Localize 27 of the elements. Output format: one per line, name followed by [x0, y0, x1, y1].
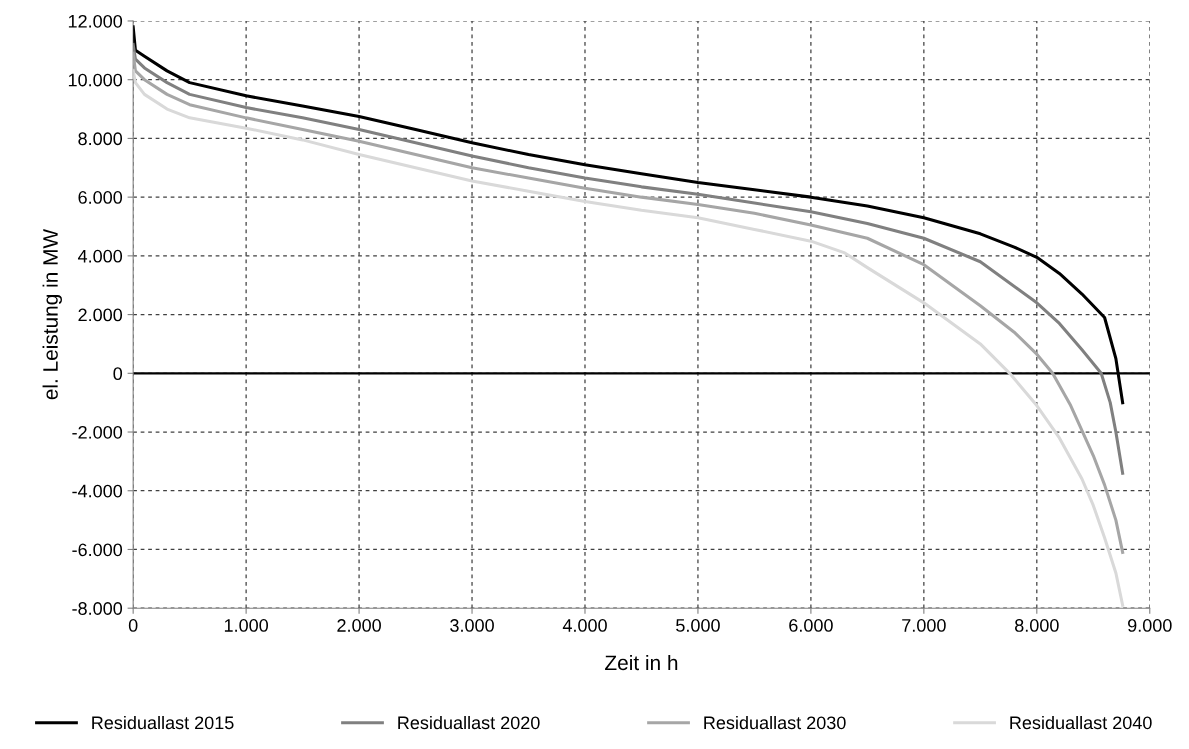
x-tick-label: 1.000	[224, 619, 269, 632]
y-tick-label: 2.000	[78, 308, 123, 322]
x-tick-label: 6.000	[789, 619, 833, 632]
y-tick-label: -2.000	[72, 425, 123, 439]
y-tick-label: 0	[113, 367, 123, 381]
x-tick-label: 9.000	[1128, 619, 1172, 632]
x-axis-title: Zeit in h	[605, 654, 678, 671]
y-tick-label: 10.000	[68, 73, 123, 87]
legend-label: Residuallast 2020	[398, 715, 540, 730]
x-tick-label: 5.000	[676, 619, 720, 632]
x-tick-label: 7.000	[902, 619, 946, 632]
y-tick-label: 8.000	[78, 132, 123, 146]
y-tick-label: -4.000	[72, 484, 123, 498]
x-tick-label: 8.000	[1015, 619, 1059, 632]
x-tick-label: 0	[128, 619, 138, 632]
x-tick-label: 3.000	[450, 619, 494, 632]
y-tick-label: -6.000	[72, 543, 123, 557]
y-tick-label: 6.000	[78, 191, 123, 204]
y-tick-label: 12.000	[68, 14, 123, 28]
y-tick-label: 4.000	[77, 249, 123, 263]
y-tick-label: -8.000	[72, 602, 123, 615]
y-axis-title: el. Leistung in MW	[42, 228, 62, 400]
legend-label: Residuallast 2015	[92, 715, 234, 730]
x-tick-label: 2.000	[337, 619, 381, 632]
legend-label: Residuallast 2040	[1010, 715, 1152, 730]
legend-label: Residuallast 2030	[704, 715, 846, 730]
x-tick-label: 4.000	[562, 619, 607, 632]
